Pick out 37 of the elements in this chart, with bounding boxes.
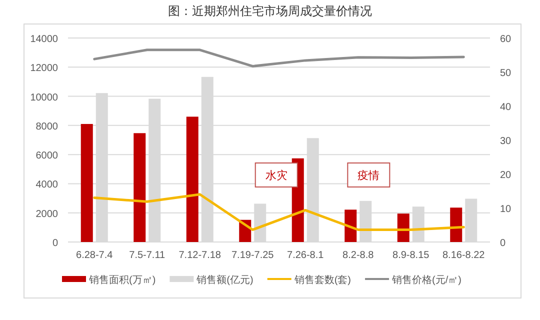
legend-label: 销售套数(套)	[293, 274, 352, 286]
y2-tick-label: 20	[500, 170, 512, 181]
y2-tick-label: 50	[500, 68, 512, 79]
x-tick-label: 7.19-7.25	[231, 250, 274, 261]
annotation: 水灾	[265, 168, 288, 182]
bar	[344, 210, 357, 242]
bar	[134, 133, 146, 242]
y2-tick-label: 10	[500, 204, 512, 215]
legend-label: 销售额(亿元)	[196, 274, 254, 286]
legend-label: 销售价格(元/㎡)	[391, 274, 462, 286]
x-tick-label: 7.26-8.1	[287, 250, 324, 261]
y2-tick-label: 0	[500, 238, 506, 249]
x-tick-label: 7.12-7.18	[178, 250, 222, 261]
y-tick-label: 0	[52, 238, 58, 249]
y-tick-label: 12000	[30, 63, 58, 74]
y-tick-label: 4000	[36, 180, 58, 191]
y2-tick-label: 40	[500, 102, 512, 113]
y-tick-label: 2000	[36, 208, 58, 220]
y-tick-label: 10000	[30, 92, 58, 104]
y-tick-label: 6000	[36, 150, 58, 162]
x-tick-label: 8.2-8.8	[342, 250, 374, 261]
y2-tick-label: 30	[500, 136, 512, 147]
x-tick-label: 6.28-7.4	[76, 250, 114, 261]
x-tick-label: 8.9-8.15	[392, 250, 430, 261]
y-tick-label: 8000	[36, 121, 58, 132]
line-series	[93, 193, 465, 232]
chart-title: 图：近期郑州住宅市场周成交量价情况	[168, 4, 372, 18]
bar	[450, 208, 462, 242]
x-tick-label: 7.5-7.11	[129, 250, 166, 261]
annotation: 疫情	[358, 168, 380, 182]
line-series	[93, 48, 465, 68]
y2-tick-label: 60	[500, 34, 512, 45]
x-tick-label: 8.16-8.22	[442, 250, 486, 261]
bar	[186, 116, 198, 242]
y-tick-label: 14000	[30, 34, 58, 45]
bar	[80, 124, 93, 242]
legend-label: 销售面积(万㎡)	[88, 274, 156, 286]
